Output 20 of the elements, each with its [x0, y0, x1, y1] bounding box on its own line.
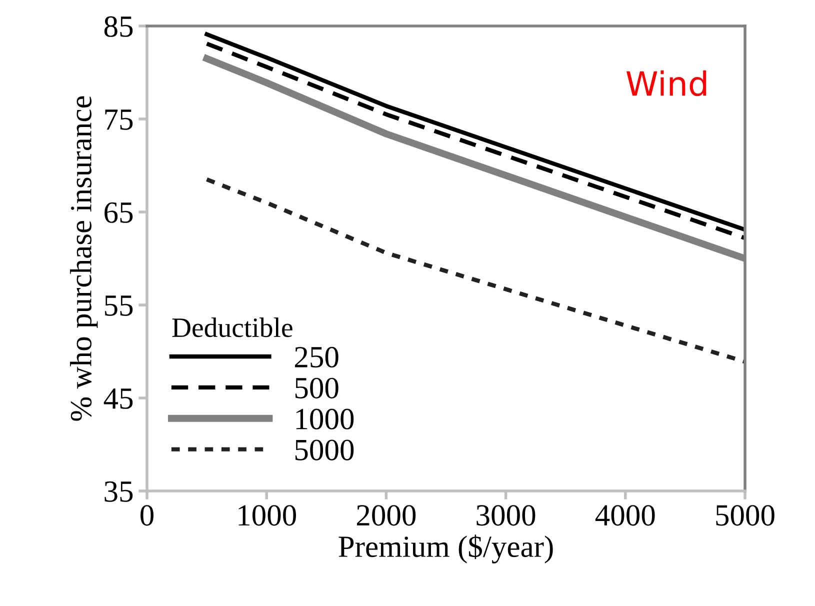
- y-axis-title: % who purchase insurance: [70, 96, 98, 421]
- legend-label: 1000: [296, 408, 354, 430]
- x-tick-label: 4000: [595, 505, 655, 526]
- y-tick-label: 35: [104, 481, 133, 502]
- legend-label: 5000: [295, 440, 354, 460]
- annotation: Wind: [626, 70, 706, 96]
- y-tick-label: 85: [104, 16, 133, 37]
- x-axis-title: Premium ($/year): [338, 534, 553, 564]
- x-tick-label: 5000: [716, 505, 774, 526]
- y-tick-label: 65: [104, 202, 133, 223]
- y-tick-label: 45: [104, 388, 133, 409]
- x-tick-label: 3000: [476, 505, 536, 526]
- legend-label: 250: [295, 346, 338, 368]
- y-tick-label: 55: [105, 296, 133, 316]
- x-tick-label: 2000: [356, 505, 416, 526]
- x-tick-label: 1000: [238, 505, 296, 526]
- x-tick-label: 0: [140, 505, 154, 526]
- y-tick-label: 75: [105, 110, 133, 130]
- legend-label: 500: [295, 378, 338, 398]
- legend-title: Deductible: [172, 318, 292, 338]
